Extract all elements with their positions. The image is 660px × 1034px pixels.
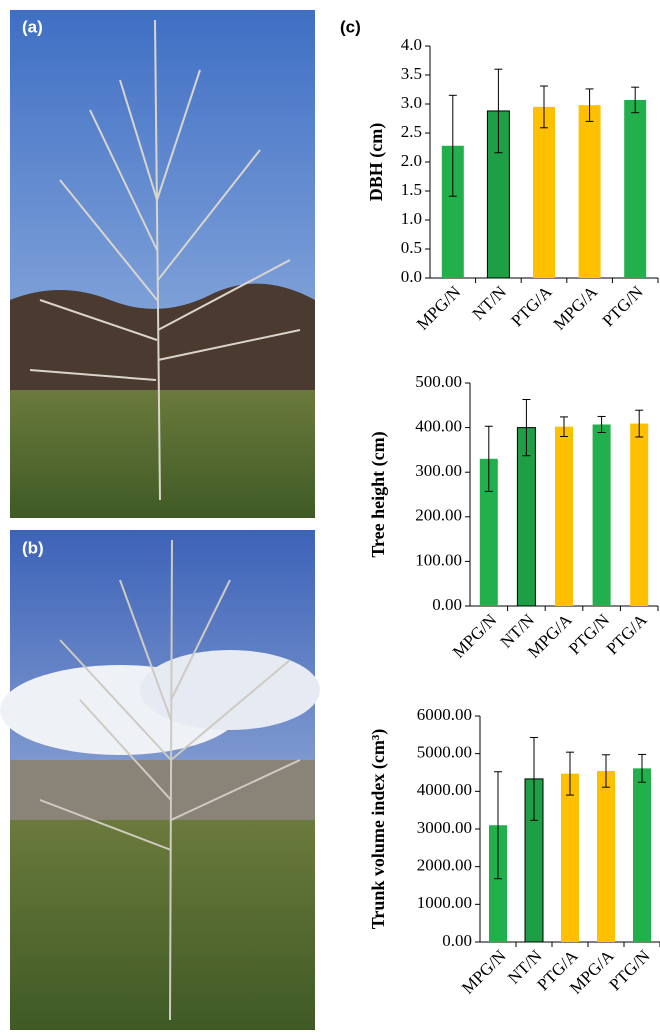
y-tick-label: 1000.00 (417, 893, 472, 912)
y-tick-label: 300.00 (415, 461, 462, 480)
y-tick-label: 3000.00 (417, 818, 472, 837)
panel-label: (b) (22, 538, 44, 557)
x-tick-label: MPG/N (413, 282, 465, 334)
panel-label: (a) (22, 17, 43, 36)
bar (597, 771, 615, 942)
y-tick-label: 3.0 (401, 93, 422, 112)
y-tick-label: 4.0 (401, 35, 422, 54)
x-tick-label: MPG/A (524, 610, 576, 662)
y-tick-label: 5000.00 (417, 743, 472, 762)
y-tick-label: 4000.00 (417, 780, 472, 799)
bar (533, 107, 555, 278)
bar (593, 424, 611, 606)
y-tick-label: 2.0 (401, 151, 422, 170)
bar (561, 774, 579, 942)
panel-label: (c) (340, 17, 361, 36)
y-tick-label: 100.00 (415, 550, 462, 569)
bar (633, 768, 651, 942)
y-axis-label: Tree height (cm) (368, 431, 389, 557)
y-tick-label: 400.00 (415, 417, 462, 436)
x-tick-label: MPG/N (449, 610, 501, 662)
photo-a (10, 10, 315, 518)
y-tick-label: 2.5 (401, 122, 422, 141)
y-tick-label: 200.00 (415, 506, 462, 525)
x-tick-label: MPG/A (550, 282, 602, 334)
y-tick-label: 1.0 (401, 209, 422, 228)
y-tick-label: 1.5 (401, 180, 422, 199)
figure: (a) (b) (c) 0.0 0.5 1.0 1.5 2.0 2.5 3.0 3.5 4.0 D… (0, 0, 660, 1034)
y-tick-label: 0.00 (432, 595, 462, 614)
bar (579, 105, 601, 278)
y-tick-label: 2000.00 (417, 856, 472, 875)
x-tick-label: PTG/N (599, 282, 647, 330)
x-tick-label: PTG/A (507, 282, 556, 331)
y-tick-label: 6000.00 (417, 705, 472, 724)
bar (630, 424, 648, 606)
y-tick-label: 3.5 (401, 64, 422, 83)
y-tick-label: 0.0 (401, 267, 422, 286)
y-axis-label: Trunk volume index (cm³) (368, 729, 389, 930)
y-axis-label: DBH (cm) (366, 123, 387, 201)
bar (555, 427, 573, 606)
x-tick-label: NT/N (469, 282, 510, 323)
y-tick-label: 0.5 (401, 238, 422, 257)
y-tick-label: 0.00 (442, 931, 472, 950)
photo-b (0, 530, 320, 1030)
x-tick-label: MPG/N (458, 946, 510, 998)
x-tick-label: PTG/N (565, 610, 613, 658)
x-tick-label: PTG/A (603, 610, 652, 659)
x-tick-label: PTG/N (605, 946, 653, 994)
bar (624, 100, 646, 278)
y-tick-label: 500.00 (415, 372, 462, 391)
